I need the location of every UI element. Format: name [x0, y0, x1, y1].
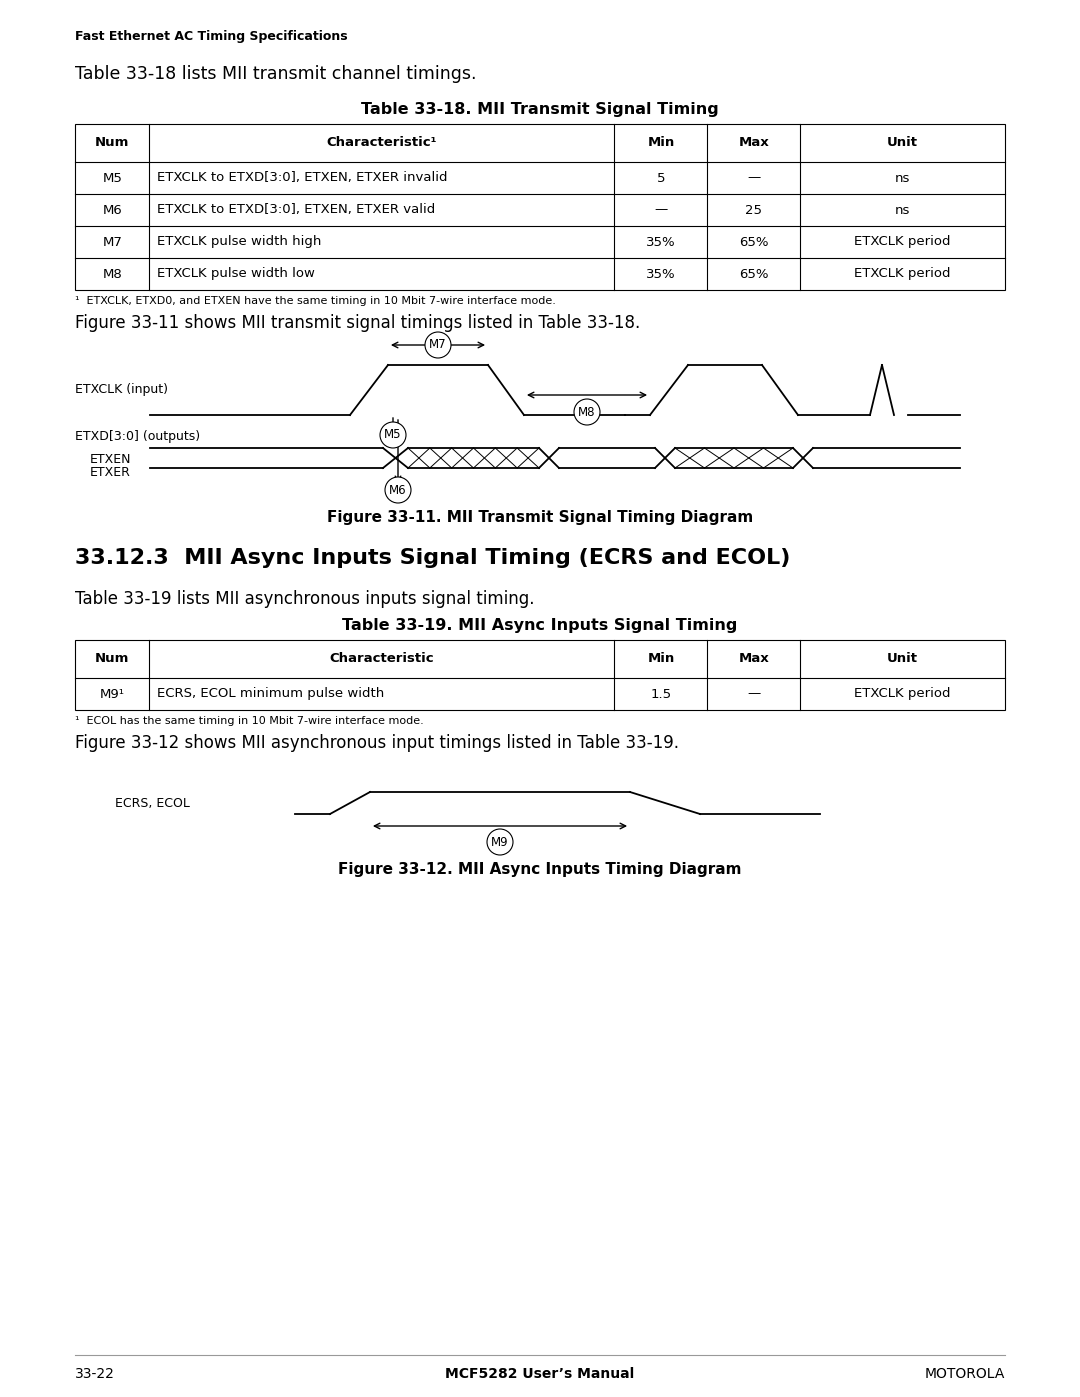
Text: M9¹: M9¹ — [99, 687, 124, 700]
Text: Max: Max — [739, 652, 769, 665]
Bar — [75, 124, 1005, 291]
Text: M5: M5 — [384, 429, 402, 441]
Text: Figure 33-11 shows MII transmit signal timings listed in Table 33-18.: Figure 33-11 shows MII transmit signal t… — [75, 314, 640, 332]
Circle shape — [573, 400, 600, 425]
Circle shape — [380, 422, 406, 448]
Text: MOTOROLA: MOTOROLA — [924, 1368, 1005, 1382]
Text: ETXCLK period: ETXCLK period — [854, 687, 951, 700]
Text: ETXEN: ETXEN — [90, 453, 132, 467]
Text: Num: Num — [95, 137, 130, 149]
Text: 1.5: 1.5 — [650, 687, 672, 700]
Text: Unit: Unit — [887, 137, 918, 149]
Text: M8: M8 — [578, 405, 596, 419]
Text: ETXCLK to ETXD[3:0], ETXEN, ETXER invalid: ETXCLK to ETXD[3:0], ETXEN, ETXER invali… — [158, 172, 448, 184]
Circle shape — [426, 332, 451, 358]
Text: M9: M9 — [491, 835, 509, 848]
Text: Unit: Unit — [887, 652, 918, 665]
Text: Table 33-18 lists MII transmit channel timings.: Table 33-18 lists MII transmit channel t… — [75, 66, 476, 82]
Text: ETXCLK pulse width low: ETXCLK pulse width low — [158, 267, 315, 281]
Text: M8: M8 — [103, 267, 122, 281]
Text: Table 33-19. MII Async Inputs Signal Timing: Table 33-19. MII Async Inputs Signal Tim… — [342, 617, 738, 633]
Text: ETXCLK to ETXD[3:0], ETXEN, ETXER valid: ETXCLK to ETXD[3:0], ETXEN, ETXER valid — [158, 204, 435, 217]
Text: 5: 5 — [657, 172, 665, 184]
Text: ECRS, ECOL minimum pulse width: ECRS, ECOL minimum pulse width — [158, 687, 384, 700]
Text: —: — — [747, 687, 760, 700]
Text: Figure 33-12. MII Async Inputs Timing Diagram: Figure 33-12. MII Async Inputs Timing Di… — [338, 862, 742, 877]
Text: ETXER: ETXER — [90, 467, 131, 479]
Text: ETXCLK period: ETXCLK period — [854, 236, 951, 249]
Text: Characteristic: Characteristic — [329, 652, 434, 665]
Text: 25: 25 — [745, 204, 762, 217]
Text: ETXCLK pulse width high: ETXCLK pulse width high — [158, 236, 322, 249]
Text: ¹  ECOL has the same timing in 10 Mbit 7-wire interface mode.: ¹ ECOL has the same timing in 10 Mbit 7-… — [75, 717, 423, 726]
Text: ¹  ETXCLK, ETXD0, and ETXEN have the same timing in 10 Mbit 7-wire interface mod: ¹ ETXCLK, ETXD0, and ETXEN have the same… — [75, 296, 556, 306]
Text: Figure 33-11. MII Transmit Signal Timing Diagram: Figure 33-11. MII Transmit Signal Timing… — [327, 510, 753, 525]
Text: 65%: 65% — [739, 236, 769, 249]
Circle shape — [384, 476, 411, 503]
Bar — [75, 640, 1005, 710]
Text: M6: M6 — [103, 204, 122, 217]
Text: ns: ns — [895, 204, 910, 217]
Text: ns: ns — [895, 172, 910, 184]
Text: M5: M5 — [103, 172, 122, 184]
Text: Min: Min — [647, 137, 675, 149]
Text: ETXCLK (input): ETXCLK (input) — [75, 384, 168, 397]
Text: 65%: 65% — [739, 267, 769, 281]
Text: MCF5282 User’s Manual: MCF5282 User’s Manual — [445, 1368, 635, 1382]
Text: M6: M6 — [389, 483, 407, 496]
Text: ETXD[3:0] (outputs): ETXD[3:0] (outputs) — [75, 430, 200, 443]
Text: —: — — [654, 204, 667, 217]
Text: M7: M7 — [103, 236, 122, 249]
Text: Table 33-18. MII Transmit Signal Timing: Table 33-18. MII Transmit Signal Timing — [361, 102, 719, 117]
Text: Max: Max — [739, 137, 769, 149]
Text: 35%: 35% — [646, 267, 676, 281]
Text: ECRS, ECOL: ECRS, ECOL — [116, 796, 190, 809]
Text: 35%: 35% — [646, 236, 676, 249]
Text: Table 33-19 lists MII asynchronous inputs signal timing.: Table 33-19 lists MII asynchronous input… — [75, 590, 535, 608]
Text: ETXCLK period: ETXCLK period — [854, 267, 951, 281]
Text: Fast Ethernet AC Timing Specifications: Fast Ethernet AC Timing Specifications — [75, 29, 348, 43]
Text: Min: Min — [647, 652, 675, 665]
Text: Characteristic¹: Characteristic¹ — [326, 137, 437, 149]
Circle shape — [487, 828, 513, 855]
Text: 33-22: 33-22 — [75, 1368, 114, 1382]
Text: 33.12.3  MII Async Inputs Signal Timing (ECRS and ECOL): 33.12.3 MII Async Inputs Signal Timing (… — [75, 548, 791, 569]
Text: Figure 33-12 shows MII asynchronous input timings listed in Table 33-19.: Figure 33-12 shows MII asynchronous inpu… — [75, 733, 679, 752]
Text: —: — — [747, 172, 760, 184]
Text: M7: M7 — [429, 338, 447, 352]
Text: Num: Num — [95, 652, 130, 665]
